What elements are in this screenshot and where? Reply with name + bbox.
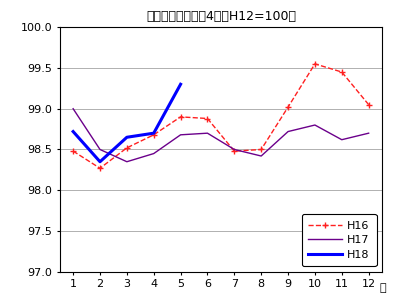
- Legend: H16, H17, H18: H16, H17, H18: [302, 214, 377, 266]
- H16: [205, 117, 210, 120]
- H17: [125, 160, 129, 164]
- H17: [259, 154, 263, 158]
- H16: [339, 70, 344, 74]
- H18: [71, 130, 76, 133]
- H16: [125, 146, 129, 150]
- H18: [151, 131, 156, 135]
- Line: H16: H16: [70, 60, 372, 172]
- H16: [71, 149, 76, 153]
- H17: [71, 107, 76, 111]
- H17: [339, 138, 344, 142]
- H17: [286, 130, 291, 133]
- H18: [178, 82, 183, 86]
- H16: [232, 149, 237, 153]
- H17: [232, 148, 237, 151]
- Title: 総合指数の動き　4市（H12=100）: 総合指数の動き 4市（H12=100）: [146, 10, 296, 23]
- H16: [151, 133, 156, 137]
- H17: [205, 131, 210, 135]
- H18: [125, 135, 129, 139]
- H16: [98, 166, 102, 170]
- Line: H17: H17: [73, 109, 369, 162]
- H17: [98, 148, 102, 151]
- H16: [259, 148, 263, 151]
- H16: [286, 105, 291, 109]
- Line: H18: H18: [73, 84, 181, 162]
- H16: [312, 62, 317, 66]
- H16: [366, 103, 371, 107]
- Text: 月: 月: [379, 283, 386, 293]
- H17: [366, 131, 371, 135]
- H18: [98, 160, 102, 164]
- H17: [312, 123, 317, 127]
- H17: [178, 133, 183, 137]
- H16: [178, 115, 183, 119]
- H17: [151, 152, 156, 155]
